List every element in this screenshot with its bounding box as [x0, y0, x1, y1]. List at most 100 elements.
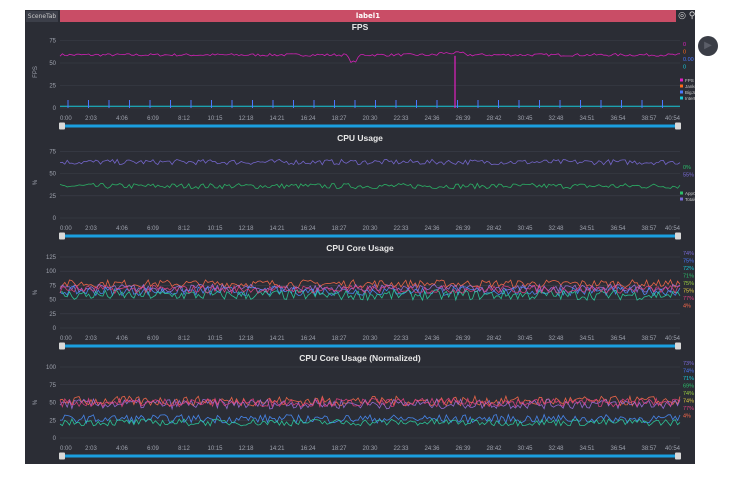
x-tick-label: 6:09 [147, 446, 159, 452]
x-tick-label: 0:00 [60, 446, 72, 452]
legend-value: 74% [683, 251, 694, 257]
series-line-1 [59, 51, 681, 63]
pin-icon[interactable]: ⚲ [688, 11, 696, 21]
legend-label: TotalCPU [685, 197, 695, 202]
x-tick-label: 30:45 [517, 336, 533, 342]
x-tick-label: 30:45 [517, 226, 533, 232]
series-line-5 [59, 284, 681, 295]
location-icon[interactable]: ◎ [678, 11, 686, 21]
x-tick-label: 6:09 [147, 336, 159, 342]
x-tick-label: 4:06 [116, 446, 128, 452]
time-range-slider [60, 234, 680, 238]
top-bar: SceneTab label1 ◎ ⚲ [25, 10, 695, 23]
x-tick-label: 4:06 [116, 116, 128, 122]
y-tick-label: 25 [49, 84, 56, 90]
legend-value: 75% [683, 289, 694, 295]
x-tick-label: 38:57 [641, 116, 657, 122]
legend-value: 74% [683, 391, 694, 397]
time-range-slider [60, 344, 680, 348]
y-axis-label: % [33, 399, 39, 405]
x-tick-label: 16:24 [300, 226, 316, 232]
x-tick-label: 36:54 [610, 336, 626, 342]
legend-swatch [680, 84, 683, 88]
legend-swatch [680, 78, 683, 82]
y-tick-label: 100 [46, 365, 57, 371]
legend-value: 75% [683, 281, 694, 287]
slider-handle-end[interactable] [675, 232, 681, 240]
x-tick-label: 40:54 [665, 336, 681, 342]
x-tick-label: 28:42 [486, 116, 502, 122]
x-tick-label: 2:03 [85, 116, 97, 122]
x-tick-label: 28:42 [486, 226, 502, 232]
slider-handle-end[interactable] [675, 342, 681, 350]
x-tick-label: 38:57 [641, 336, 657, 342]
x-tick-label: 22:33 [393, 226, 409, 232]
y-tick-label: 50 [49, 401, 56, 407]
y-tick-label: 75 [49, 149, 56, 155]
series-line-4 [59, 289, 681, 302]
slider-handle-start[interactable] [59, 122, 65, 130]
legend-swatch [680, 96, 683, 100]
x-tick-label: 30:45 [517, 446, 533, 452]
legend-label: FPS [685, 78, 694, 83]
legend-value: 0% [683, 165, 691, 171]
legend-value: 72% [683, 266, 694, 272]
charts-canvas: FPS 0 25 50 75 FPS 0:00 2:03 4:06 6:09 8:12 10:15 12… [33, 22, 695, 460]
x-tick-label: 26:39 [455, 336, 471, 342]
x-tick-label: 30:45 [517, 116, 533, 122]
y-tick-label: 0 [53, 436, 57, 442]
x-tick-label: 12:18 [238, 226, 254, 232]
play-button[interactable]: ▶ [698, 36, 718, 56]
chart-title: CPU Usage [337, 133, 383, 143]
y-tick-label: 125 [46, 255, 57, 261]
x-tick-label: 18:27 [331, 336, 347, 342]
x-tick-label: 8:12 [178, 226, 190, 232]
x-tick-label: 34:51 [579, 446, 595, 452]
x-tick-label: 36:54 [610, 226, 626, 232]
x-tick-label: 22:33 [393, 446, 409, 452]
slider-handle-start[interactable] [59, 232, 65, 240]
legend-label: BigJank(严重卡顿) [685, 89, 695, 96]
legend-label: Jank(卡顿次数) [685, 83, 695, 90]
x-tick-label: 0:00 [60, 116, 72, 122]
y-axis-label: FPS [33, 66, 39, 78]
x-tick-label: 12:18 [238, 446, 254, 452]
legend-label: AppCPU [685, 191, 695, 196]
series-line-3 [59, 413, 681, 425]
x-tick-label: 40:54 [665, 446, 681, 452]
series-line-2 [59, 158, 681, 166]
x-tick-label: 2:03 [85, 336, 97, 342]
x-tick-label: 20:30 [362, 226, 378, 232]
legend-value: 74% [683, 399, 694, 405]
legend-value: 74% [683, 369, 694, 375]
y-tick-label: 50 [49, 61, 56, 67]
y-axis-label: % [33, 179, 39, 185]
legend-label: InterFrame [685, 96, 695, 101]
y-tick-label: 0 [53, 216, 57, 222]
chart-title: FPS [352, 22, 369, 32]
x-tick-label: 8:12 [178, 446, 190, 452]
x-tick-label: 32:48 [548, 226, 564, 232]
legend-value: 4% [683, 304, 691, 310]
y-tick-label: 50 [49, 298, 56, 304]
chart-panel-3: CPU Core Usage 0 25 50 75 100 125% 0:00 2:03 4:06… [33, 243, 694, 350]
scene-tab[interactable]: SceneTab [26, 11, 58, 22]
slider-handle-start[interactable] [59, 452, 65, 460]
x-tick-label: 10:15 [207, 446, 223, 452]
x-tick-label: 18:27 [331, 226, 347, 232]
legend-value: 69% [683, 384, 694, 390]
x-tick-label: 16:24 [300, 336, 316, 342]
chart-panel-2: CPU Usage 0 25 50 75% 0:00 2:03 4:06 6:09 8:12 10:… [33, 133, 695, 240]
x-tick-label: 34:51 [579, 116, 595, 122]
x-tick-label: 26:39 [455, 116, 471, 122]
x-tick-label: 12:18 [238, 336, 254, 342]
series-line-1 [59, 182, 681, 190]
slider-handle-end[interactable] [675, 122, 681, 130]
slider-handle-end[interactable] [675, 452, 681, 460]
session-title-bar[interactable]: label1 [60, 10, 676, 22]
x-tick-label: 32:48 [548, 116, 564, 122]
chart-panel-1: FPS 0 25 50 75 FPS 0:00 2:03 4:06 6:09 8:12 10:15 12… [33, 22, 695, 130]
slider-handle-start[interactable] [59, 342, 65, 350]
legend-value: 0 [683, 65, 686, 71]
y-tick-label: 0 [53, 326, 57, 332]
